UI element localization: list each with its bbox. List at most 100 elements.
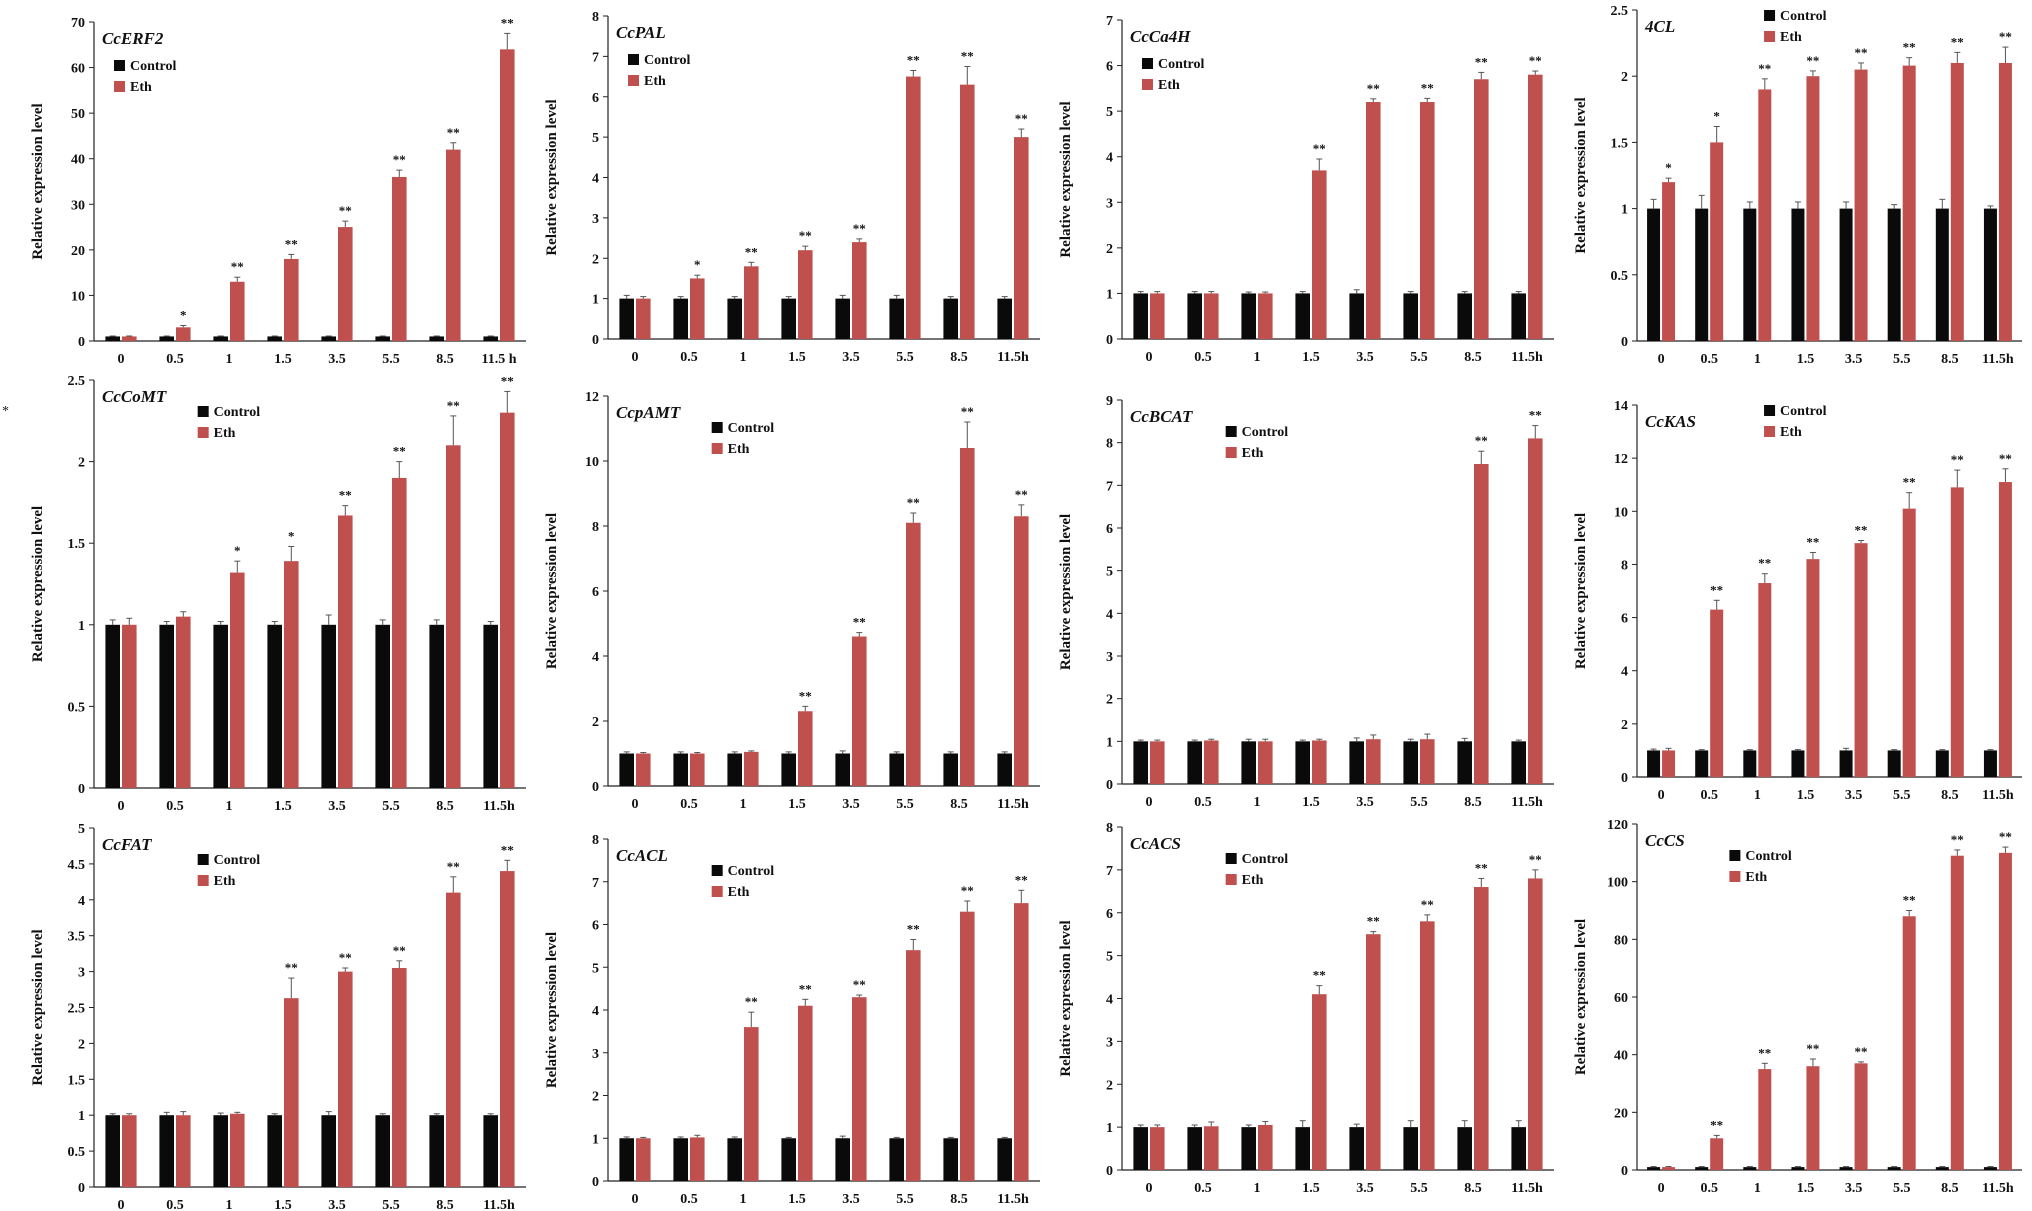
legend-label-control: Control (1242, 425, 1289, 440)
significance-marker: ** (1015, 487, 1028, 502)
bar-eth-0.5 (176, 1115, 191, 1187)
x-tick-label: 11.5h (997, 1192, 1029, 1207)
x-tick-label: 5.5 (382, 799, 400, 814)
chart-panel-CcCa4H: 0 1 2 3 4 5 6 7 Relative expression level CcCa4H C… (1058, 14, 1554, 365)
significance-marker: ** (1367, 914, 1380, 929)
bar-eth-5.5 (1902, 508, 1916, 777)
bar-eth-0.5 (1710, 609, 1724, 777)
x-tick-label: 5.5 (382, 352, 400, 367)
bar-eth-3.5 (338, 227, 353, 341)
significance-marker: ** (1999, 29, 2012, 44)
bar-control-0 (105, 336, 120, 341)
significance-marker: ** (1903, 893, 1916, 908)
bar-eth-0 (1662, 1167, 1676, 1170)
legend-label-eth: Eth (1780, 425, 1802, 440)
significance-marker: ** (1758, 556, 1771, 571)
chart-title: CcACL (616, 846, 668, 865)
bar-eth-0 (636, 1138, 651, 1181)
y-tick-label: 5 (592, 131, 599, 146)
bar-control-3.5 (1349, 1127, 1364, 1170)
x-tick-label: 5.5 (1410, 795, 1428, 810)
bar-eth-0 (122, 1115, 137, 1187)
y-tick-label: 50 (71, 107, 85, 122)
bar-eth-8.5 (1950, 855, 1964, 1170)
bar-eth-1.5 (1806, 559, 1820, 777)
significance-marker: ** (745, 244, 758, 259)
legend-label-eth: Eth (214, 874, 236, 889)
y-tick-label: 4 (1106, 607, 1113, 622)
bar-control-3.5 (835, 1138, 850, 1181)
chart-panel-CcBCAT: 0 1 2 3 4 5 6 7 8 9 Relative expression level CcBCA… (1058, 394, 1554, 810)
legend-swatch-eth (711, 886, 723, 897)
y-tick-label: 1 (592, 1132, 599, 1147)
legend-swatch-control (1225, 853, 1237, 864)
x-tick-label: 11.5h (483, 1198, 515, 1211)
significance-marker: ** (285, 960, 298, 975)
x-tick-label: 0 (632, 350, 639, 365)
x-tick-label: 8.5 (1464, 350, 1482, 365)
bar-eth-11.5 h (500, 49, 515, 341)
y-tick-label: 8 (1106, 821, 1113, 836)
bar-control-0.5 (1187, 1127, 1202, 1170)
significance-marker: ** (1903, 40, 1916, 55)
y-tick-label: 1 (78, 1109, 85, 1124)
bar-eth-11.5h (500, 412, 515, 788)
bar-control-11.5h (1983, 208, 1997, 341)
y-tick-label: 0.5 (68, 700, 86, 715)
y-tick-label: 4 (1621, 665, 1628, 680)
x-tick-label: 1.5 (1797, 1181, 1815, 1196)
x-tick-label: 0 (1658, 788, 1665, 803)
bar-eth-3.5 (1366, 934, 1381, 1170)
x-tick-label: 8.5 (950, 1192, 968, 1207)
bar-eth-0 (122, 336, 137, 341)
significance-marker: ** (1855, 1044, 1868, 1059)
x-tick-label: 5.5 (896, 797, 914, 812)
y-axis-title: Relative expression level (30, 929, 46, 1085)
x-tick-label: 0 (632, 1192, 639, 1207)
bar-eth-5.5 (906, 950, 921, 1181)
x-tick-label: 1 (1254, 350, 1261, 365)
x-tick-label: 11.5h (1511, 1181, 1543, 1196)
bar-eth-3.5 (1366, 739, 1381, 784)
legend-swatch-eth (197, 875, 209, 886)
bar-eth-0 (1662, 750, 1676, 777)
y-tick-label: 3.5 (68, 930, 86, 945)
x-tick-label: 3.5 (1356, 795, 1374, 810)
legend-swatch-control (711, 865, 723, 876)
significance-marker: ** (447, 398, 460, 413)
x-tick-label: 0 (118, 799, 125, 814)
legend-swatch-eth (197, 427, 209, 438)
x-tick-label: 1.5 (788, 1192, 806, 1207)
legend-label-control: Control (1780, 404, 1827, 419)
bar-eth-11.5h (500, 871, 515, 1187)
bar-eth-11.5h (1998, 482, 2012, 777)
legend-label-eth: Eth (728, 442, 750, 457)
significance-marker: ** (853, 615, 866, 630)
bar-eth-11.5h (1998, 852, 2012, 1170)
significance-marker: ** (1999, 451, 2012, 466)
bar-eth-3.5 (338, 971, 353, 1187)
bar-eth-8.5 (1474, 887, 1489, 1170)
significance-marker: ** (1015, 111, 1028, 126)
significance-marker: ** (393, 152, 406, 167)
x-tick-label: 8.5 (950, 797, 968, 812)
x-tick-label: 5.5 (1893, 1181, 1911, 1196)
bar-eth-1 (1258, 1124, 1273, 1170)
y-axis-title: Relative expression level (1573, 97, 1589, 253)
y-tick-label: 0.5 (1611, 269, 1629, 284)
bar-control-1 (1743, 1167, 1757, 1170)
x-tick-label: 3.5 (328, 352, 346, 367)
y-tick-label: 3 (1106, 650, 1113, 665)
significance-marker: ** (501, 842, 514, 857)
y-tick-label: 1.5 (68, 1073, 86, 1088)
legend-label-control: Control (1780, 9, 1827, 24)
bar-control-3.5 (1349, 741, 1364, 784)
bar-control-1.5 (267, 624, 282, 788)
y-axis-title: Relative expression level (1573, 513, 1589, 669)
bar-control-1 (1241, 741, 1256, 784)
bar-eth-3.5 (852, 636, 867, 786)
x-tick-label: 11.5h (1511, 795, 1543, 810)
bar-control-11.5h (997, 753, 1012, 786)
bar-control-0.5 (159, 624, 174, 788)
